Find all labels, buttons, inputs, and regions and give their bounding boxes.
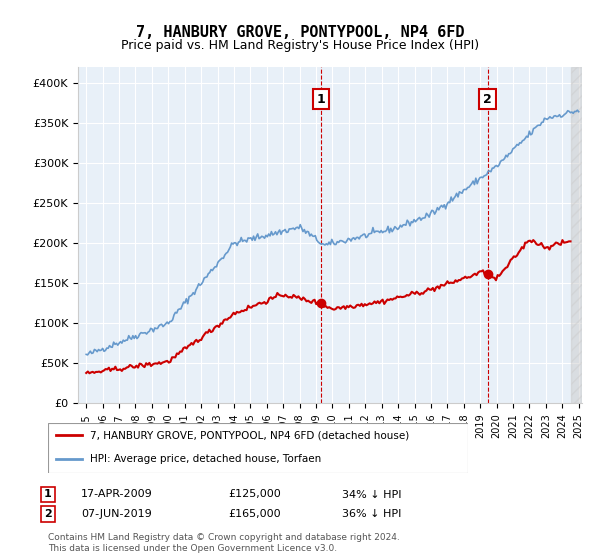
- FancyBboxPatch shape: [48, 423, 468, 473]
- Text: £165,000: £165,000: [228, 509, 281, 519]
- Text: 7, HANBURY GROVE, PONTYPOOL, NP4 6FD: 7, HANBURY GROVE, PONTYPOOL, NP4 6FD: [136, 25, 464, 40]
- Text: 34% ↓ HPI: 34% ↓ HPI: [342, 489, 401, 500]
- Text: HPI: Average price, detached house, Torfaen: HPI: Average price, detached house, Torf…: [90, 454, 321, 464]
- Text: 36% ↓ HPI: 36% ↓ HPI: [342, 509, 401, 519]
- Text: 1: 1: [317, 93, 325, 106]
- Text: £125,000: £125,000: [228, 489, 281, 500]
- Text: 07-JUN-2019: 07-JUN-2019: [81, 509, 152, 519]
- Text: 17-APR-2009: 17-APR-2009: [81, 489, 153, 500]
- Bar: [571, 67, 582, 403]
- Text: Price paid vs. HM Land Registry's House Price Index (HPI): Price paid vs. HM Land Registry's House …: [121, 39, 479, 52]
- Text: Contains HM Land Registry data © Crown copyright and database right 2024.
This d: Contains HM Land Registry data © Crown c…: [48, 533, 400, 553]
- Text: 1: 1: [44, 489, 52, 500]
- Text: 7, HANBURY GROVE, PONTYPOOL, NP4 6FD (detached house): 7, HANBURY GROVE, PONTYPOOL, NP4 6FD (de…: [90, 431, 409, 440]
- Text: 2: 2: [483, 93, 492, 106]
- Text: 2: 2: [44, 509, 52, 519]
